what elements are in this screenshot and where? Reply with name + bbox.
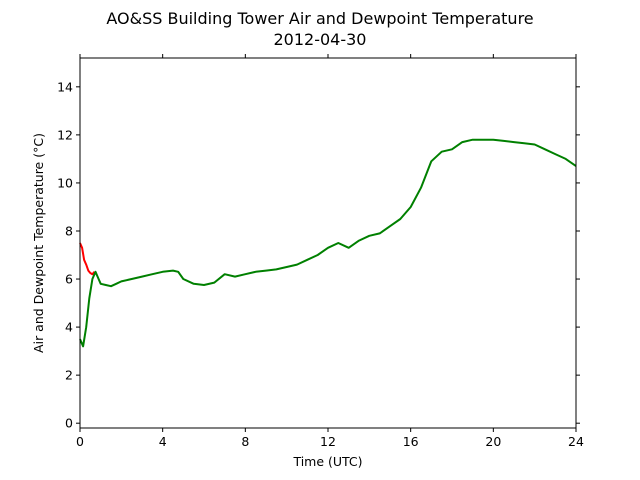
x-tick-label-5: 20 [485,434,501,449]
plot-background [80,58,576,428]
x-tick-label-2: 8 [241,434,249,449]
chart-title: AO&SS Building Tower Air and Dewpoint Te… [106,9,533,28]
dewpoint-temperature-series-line [79,138,577,348]
y-axis-label: Air and Dewpoint Temperature (°C) [31,133,46,353]
y-tick-label-6: 12 [57,127,73,142]
y-tick-label-2: 4 [65,320,73,335]
plot-area [80,58,576,428]
y-tick-label-1: 2 [65,368,73,383]
x-tick-label-3: 12 [320,434,336,449]
x-tick-label-6: 24 [568,434,584,449]
chart-subtitle: 2012-04-30 [274,30,367,49]
x-axis-label: Time (UTC) [292,454,362,469]
y-tick-label-0: 0 [65,416,73,431]
plot-frame [79,57,577,429]
y-tick-label-4: 8 [65,223,73,238]
series-layer [79,138,577,348]
x-tick-label-0: 0 [76,434,84,449]
y-tick-label-3: 6 [65,272,73,287]
x-tick-label-1: 4 [159,434,167,449]
y-tick-label-5: 10 [57,175,73,190]
x-tick-label-4: 16 [403,434,419,449]
y-tick-label-7: 14 [57,79,73,94]
air-temperature-series-line [79,242,96,276]
